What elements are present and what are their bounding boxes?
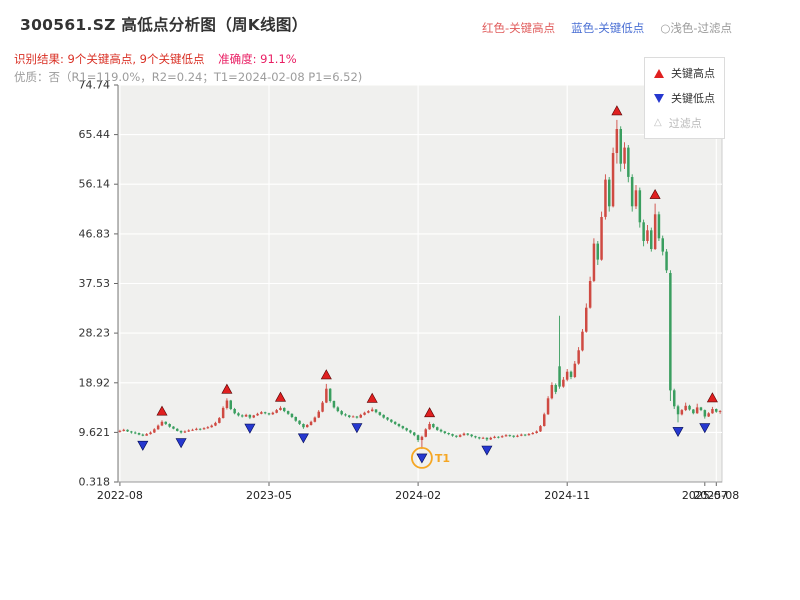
svg-text:18.92: 18.92 bbox=[79, 376, 111, 389]
accuracy-text: 准确度: 91.1% bbox=[218, 52, 297, 66]
svg-text:0.318: 0.318 bbox=[79, 476, 111, 489]
svg-text:2024-02: 2024-02 bbox=[395, 489, 441, 502]
quality-note: 优质：否（R1=119.0%，R2=0.24；T1=2024-02-08 P1=… bbox=[14, 70, 363, 84]
svg-text:28.23: 28.23 bbox=[79, 327, 111, 340]
svg-text:2023-05: 2023-05 bbox=[246, 489, 292, 502]
svg-text:9.621: 9.621 bbox=[79, 426, 111, 439]
legend-item-key-high: 关键高点 bbox=[654, 65, 715, 81]
svg-text:46.83: 46.83 bbox=[79, 227, 111, 240]
filter-triangle-icon: △ bbox=[654, 117, 662, 128]
svg-text:65.44: 65.44 bbox=[79, 128, 111, 141]
legend-item-key-low: 关键低点 bbox=[654, 90, 715, 106]
legend-item-label: 关键低点 bbox=[671, 92, 715, 105]
recognition-result-line: 识别结果: 9个关键高点, 9个关键低点 准确度: 91.1% bbox=[14, 51, 297, 67]
header-legend-key-low: 蓝色-关键低点 bbox=[571, 21, 645, 35]
svg-text:2024-11: 2024-11 bbox=[544, 489, 590, 502]
key-low-triangle-icon bbox=[654, 93, 664, 103]
svg-text:2022-08: 2022-08 bbox=[97, 489, 143, 502]
header-legend: 红色-关键高点 蓝色-关键低点 ○浅色-过滤点 bbox=[482, 20, 732, 36]
legend-item-label: 关键高点 bbox=[671, 67, 715, 80]
svg-text:T1: T1 bbox=[435, 452, 450, 465]
header-legend-key-high: 红色-关键高点 bbox=[482, 21, 556, 35]
svg-text:37.53: 37.53 bbox=[79, 277, 111, 290]
svg-text:56.14: 56.14 bbox=[79, 178, 111, 191]
header-legend-filter: ○浅色-过滤点 bbox=[660, 21, 732, 35]
result-text: 识别结果: 9个关键高点, 9个关键低点 bbox=[14, 52, 205, 66]
svg-text:2025-08: 2025-08 bbox=[693, 489, 739, 502]
legend-item-label: 过滤点 bbox=[668, 117, 702, 130]
legend-item-filter: △ 过滤点 bbox=[654, 115, 715, 131]
key-high-triangle-icon bbox=[654, 68, 664, 78]
chart-legend-box: 关键高点 关键低点 △ 过滤点 bbox=[644, 57, 725, 139]
svg-text:74.74: 74.74 bbox=[79, 79, 111, 92]
page-title: 300561.SZ 高低点分析图（周K线图） bbox=[20, 16, 308, 34]
svg-text:2025-07: 2025-07 bbox=[682, 489, 728, 502]
